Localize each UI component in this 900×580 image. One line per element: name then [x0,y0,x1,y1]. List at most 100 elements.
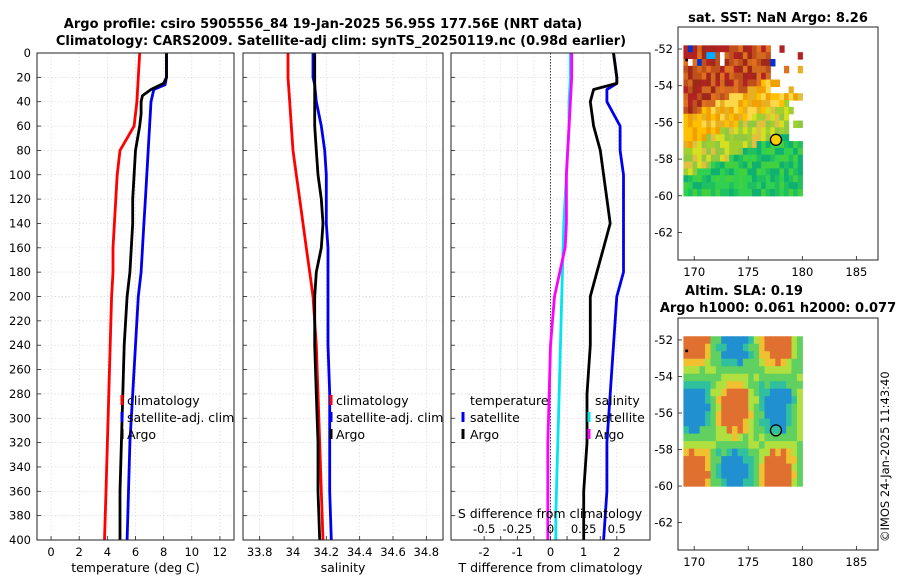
map-cell [683,86,689,94]
map-cell [683,127,689,135]
map-cell [701,79,707,87]
map-cell [701,127,707,135]
map-cell [779,93,785,101]
map-cell [738,93,744,101]
map-cell [729,120,735,129]
map-cell [737,373,744,382]
map-cell [748,396,755,405]
map-cell [748,463,755,472]
map-cell [774,100,781,108]
map-cell [724,161,730,170]
map-cell [774,106,781,115]
map-cell [796,433,803,442]
map-cell [715,93,721,101]
map-cell [706,79,712,87]
map-cell [780,403,787,412]
map-cell [699,373,706,382]
map-cell [683,433,690,442]
depth-tick-label: 80 [16,143,31,157]
map-cell [788,175,794,183]
map-cell [692,59,698,67]
map-cell [780,433,787,442]
map-cell [710,336,717,345]
map-cell [742,441,749,450]
map-cell [710,388,717,397]
map-cell [759,351,766,360]
map-cell [769,456,776,465]
map-cell [752,93,758,101]
map-cell [729,168,735,176]
map-cell [729,86,735,94]
map-cell [701,134,707,142]
map-cell [737,478,744,487]
map-cell [692,141,698,149]
map-cell [683,65,689,74]
map-cell [780,448,787,457]
map-cell [710,448,717,457]
map-cell [710,418,717,427]
map-cell [715,336,722,345]
map-cell [742,86,749,94]
map-cell [694,426,701,435]
map-cell [791,433,798,442]
map-cell [710,403,717,412]
map-cell [715,366,722,375]
map-cell [726,411,733,420]
map-cell [683,100,689,108]
map-cell [764,433,771,442]
x-tick-label: 1 [580,545,587,559]
map-cell [688,366,695,375]
map-cell [742,161,749,170]
map-cell [724,134,730,142]
map-cell [715,343,722,352]
map-cell [732,433,739,442]
map-cell [769,433,776,442]
map-cell [738,168,744,176]
map-cell [710,433,717,442]
map-cell [793,168,799,176]
map-cell [724,147,730,156]
map-frame [677,317,879,551]
map-cell [710,168,717,176]
map-cell [796,426,803,435]
map-cell [747,45,753,53]
map-cell [688,426,695,435]
map-cell [694,351,701,360]
map-cell [779,134,785,142]
map-cell [770,120,776,129]
map-cell [786,358,793,367]
map-cell [694,463,701,472]
map-cell [687,127,694,135]
map-cell [710,373,717,382]
map-cell [726,343,733,352]
map-cell [793,188,799,197]
map-cell [697,182,703,190]
map-cell [786,388,793,397]
map-cell [753,411,760,420]
map-cell [719,52,726,60]
map-cell [752,113,758,122]
map-cell [719,120,726,129]
map-cell [761,120,767,129]
map-cell [747,86,753,94]
map-cell [719,106,726,115]
map-cell [791,358,798,367]
map-cell [786,426,793,435]
map-cell [769,471,776,480]
map-cell [732,471,739,480]
map-cell [719,182,726,190]
map-cell [699,471,706,480]
map-cell [688,448,695,457]
map-cell [748,403,755,412]
map-cell [765,72,771,81]
s-axis-label: S difference from climatology [458,506,643,521]
map-cell [774,120,781,129]
map-cell [732,396,739,405]
map-cell [742,79,749,87]
map-cell [706,106,712,115]
map-cell [779,188,785,197]
x-tick-label: 10 [184,545,199,559]
map-cell [770,59,776,67]
map-cell [764,426,771,435]
map-cell [710,441,717,450]
